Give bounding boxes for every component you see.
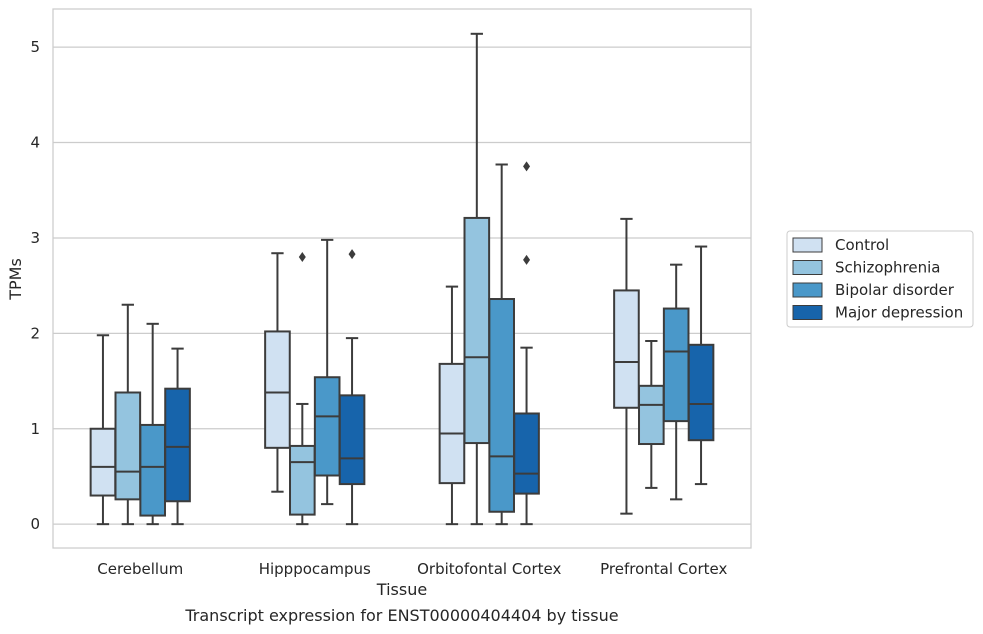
- box-schizophrenia: [114, 303, 142, 526]
- legend-frame: [786, 230, 974, 328]
- legend-label: Control: [835, 236, 889, 254]
- box-body: [164, 387, 191, 503]
- box-major-depression: [164, 347, 191, 526]
- legend-swatch: [792, 260, 823, 275]
- box-bipolar-disorder: [662, 263, 690, 501]
- y-tick-label: 3: [30, 229, 40, 247]
- box-body: [638, 384, 665, 446]
- y-tick-label: 2: [30, 324, 40, 342]
- y-tick-labels: 0 1 2 3 4 5: [30, 38, 40, 533]
- legend-label: Bipolar disorder: [835, 281, 955, 299]
- box-body: [114, 391, 142, 501]
- box-schizophrenia: [289, 252, 316, 526]
- x-axis-label: Tissue: [376, 580, 427, 599]
- box-body: [139, 423, 166, 517]
- box-body: [687, 343, 715, 442]
- box-body: [289, 444, 316, 516]
- y-tick-label: 1: [30, 420, 40, 438]
- box-control: [264, 252, 291, 493]
- legend-swatch: [792, 282, 823, 298]
- box-body: [488, 298, 515, 513]
- box-control: [613, 217, 640, 515]
- box-control: [438, 285, 466, 526]
- x-tick-label: Prefrontal Cortex: [600, 560, 727, 578]
- y-tick-label: 0: [30, 515, 40, 533]
- legend-label: Major depression: [835, 304, 963, 322]
- box-body: [513, 412, 540, 495]
- box-major-depression: [338, 249, 366, 526]
- y-tick-label: 4: [30, 134, 40, 152]
- legend-swatch: [792, 237, 823, 253]
- box-body: [313, 376, 341, 477]
- y-tick-label: 5: [30, 38, 40, 56]
- box-body: [264, 330, 291, 449]
- box-body: [662, 307, 690, 423]
- legend: Control Schizophrenia Bipolar disorder Majo…: [786, 230, 974, 328]
- outlier-marker: [298, 252, 306, 263]
- box-bipolar-disorder: [313, 238, 341, 506]
- legend-label: Schizophrenia: [835, 259, 940, 277]
- box-schizophrenia: [638, 339, 665, 489]
- outlier-marker: [523, 254, 531, 265]
- box-body: [438, 362, 466, 485]
- x-tick-label: Orbitofontal Cortex: [417, 560, 561, 578]
- x-tick-labels: Cerebellum Hipppocampus Orbitofontal Corte…: [97, 560, 727, 578]
- box-body: [613, 289, 640, 409]
- x-tick-label: Cerebellum: [97, 560, 183, 578]
- box-body: [89, 427, 117, 497]
- box-body: [338, 394, 366, 486]
- box-control: [89, 334, 117, 526]
- legend-swatch: [792, 305, 823, 320]
- x-tick-label: Hipppocampus: [259, 560, 371, 578]
- box-major-depression: [513, 161, 540, 526]
- box-major-depression: [687, 245, 715, 486]
- outlier-marker: [523, 161, 531, 172]
- outlier-marker: [348, 249, 356, 260]
- box-bipolar-disorder: [488, 163, 515, 526]
- chart-title: Transcript expression for ENST0000040440…: [184, 606, 618, 625]
- y-axis-label: TPMs: [6, 258, 25, 301]
- box-body: [463, 216, 491, 445]
- box-groups: [89, 32, 715, 526]
